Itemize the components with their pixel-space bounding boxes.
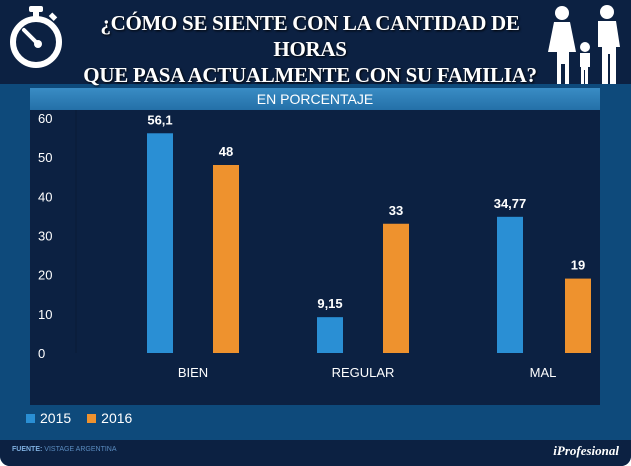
family-icon xyxy=(548,5,620,84)
legend-label: 2016 xyxy=(101,410,133,426)
legend-swatch-2015 xyxy=(26,413,35,423)
source-label: FUENTE: xyxy=(12,446,43,453)
footer: FUENTE: VISTAGE ARGENTINA iProfesional xyxy=(0,440,631,466)
title-line-1: ¿CÓMO SE SIENTE CON LA CANTIDAD DE HORAS xyxy=(100,11,520,61)
bar-chart: 0 10 20 30 40 50 60 56,1 48 BIEN 9,15 33 REGULAR 34,7… xyxy=(38,110,591,380)
source-value: VISTAGE ARGENTINA xyxy=(44,446,117,453)
data-label: 33 xyxy=(389,203,403,218)
bar-mal-2016 xyxy=(565,278,591,353)
bar-regular-2016 xyxy=(383,223,409,353)
y-tick-label: 60 xyxy=(38,111,52,126)
data-label: 9,15 xyxy=(317,296,342,311)
stopwatch-icon xyxy=(10,6,62,68)
bar-bien-2016 xyxy=(213,165,239,353)
title-line-2: QUE PASA ACTUALMENTE CON SU FAMILIA? xyxy=(83,63,537,87)
legend-swatch-2016 xyxy=(87,413,97,423)
logo: iProfesional xyxy=(553,443,619,458)
x-tick-label: MAL xyxy=(530,365,557,380)
data-label: 48 xyxy=(219,144,233,159)
y-tick-label: 20 xyxy=(38,268,52,283)
bar-bien-2015 xyxy=(147,133,173,353)
chart-title: ¿CÓMO SE SIENTE CON LA CANTIDAD DE HORAS… xyxy=(70,10,550,88)
chart-subtitle: EN PORCENTAJE xyxy=(30,88,600,110)
chart-panel: EN PORCENTAJE 0 10 20 30 40 50 60 56,1 48 BIEN 9,1… xyxy=(30,88,600,405)
bar-regular-2015 xyxy=(317,317,343,353)
source: FUENTE: VISTAGE ARGENTINA xyxy=(12,446,117,453)
y-tick-label: 30 xyxy=(38,229,52,244)
y-tick-label: 50 xyxy=(38,150,52,165)
legend-label: 2015 xyxy=(40,410,72,426)
data-label: 19 xyxy=(571,258,585,273)
x-tick-label: REGULAR xyxy=(332,365,395,380)
legend-item-2016: 2016 xyxy=(87,410,132,426)
x-tick-label: BIEN xyxy=(178,365,208,380)
legend-item-2015: 2015 xyxy=(26,410,71,426)
legend: 2015 2016 xyxy=(26,410,132,426)
header: ¿CÓMO SE SIENTE CON LA CANTIDAD DE HORAS… xyxy=(0,0,631,87)
data-label: 56,1 xyxy=(147,112,172,127)
y-tick-label: 0 xyxy=(38,346,45,361)
y-tick-label: 40 xyxy=(38,189,52,204)
data-label: 34,77 xyxy=(494,196,527,211)
y-tick-label: 10 xyxy=(38,307,52,322)
bar-mal-2015 xyxy=(497,216,523,353)
